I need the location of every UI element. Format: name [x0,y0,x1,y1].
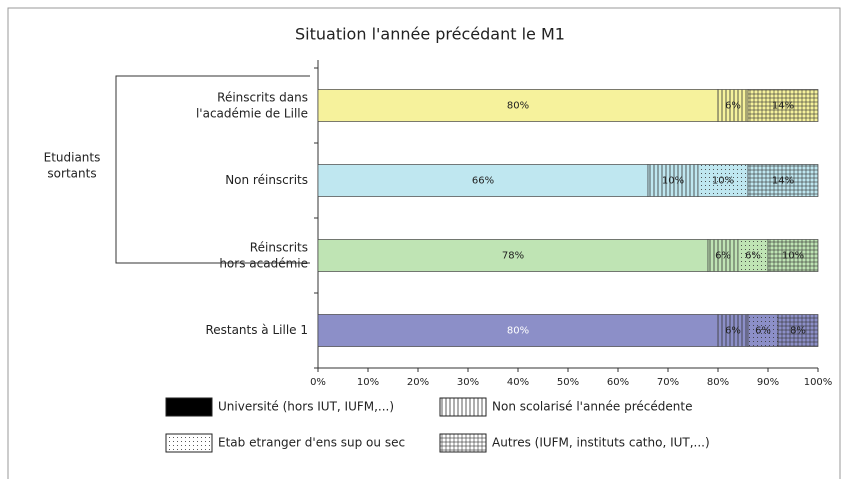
legend-swatch [439,397,487,417]
legend-label: Non scolarisé l'année précédente [492,400,692,414]
value-label: 78% [502,251,524,262]
bar-segment [747,89,819,122]
value-label: 80% [507,101,529,112]
value-label: 6% [725,326,741,337]
category-label: Restants à Lille 1 [205,323,308,337]
value-label: 8% [790,326,806,337]
frame [7,7,841,479]
x-tick-label: 20% [407,377,429,388]
value-label: 10% [662,176,684,187]
group-bracket [115,75,310,264]
legend-swatch [165,397,213,417]
bar-segment [747,164,819,197]
value-label: 6% [755,326,771,337]
value-label: 14% [772,101,794,112]
x-tick-label: 90% [757,377,779,388]
bar-segment [737,239,769,272]
bar-segment [777,314,819,347]
value-label: 80% [507,326,529,337]
x-tick-label: 10% [357,377,379,388]
legend-label: Etab etranger d'ens sup ou sec [218,436,405,450]
legend-label: Université (hors IUT, IUFM,...) [218,400,394,414]
legend-swatch [439,433,487,453]
bar-segment [317,89,719,122]
bar-segment [317,164,649,197]
bar-segment [717,89,749,122]
bar-segment [707,239,739,272]
bar-segment [647,164,699,197]
x-tick-label: 100% [804,377,833,388]
x-tick-label: 60% [607,377,629,388]
value-label: 6% [745,251,761,262]
bar-segment [747,314,779,347]
legend-label: Autres (IUFM, instituts catho, IUT,...) [492,436,710,450]
group-label: Etudiants sortants [44,150,101,180]
category-label: Réinscrits hors académie [219,240,308,270]
x-tick-label: 70% [657,377,679,388]
value-label: 66% [472,176,494,187]
category-label: Non réinscrits [225,173,308,187]
x-tick-label: 0% [310,377,326,388]
chart-title: Situation l'année précédant le M1 [295,25,565,44]
bar-segment [767,239,819,272]
x-tick-label: 50% [557,377,579,388]
value-label: 10% [712,176,734,187]
x-tick-label: 40% [507,377,529,388]
value-label: 6% [725,101,741,112]
value-label: 14% [772,176,794,187]
x-tick-label: 30% [457,377,479,388]
value-label: 6% [715,251,731,262]
x-tick-label: 80% [707,377,729,388]
value-label: 10% [782,251,804,262]
bar-segment [697,164,749,197]
category-label: Réinscrits dans l'académie de Lille [196,90,308,120]
bar-segment [317,239,709,272]
legend-swatch [165,433,213,453]
